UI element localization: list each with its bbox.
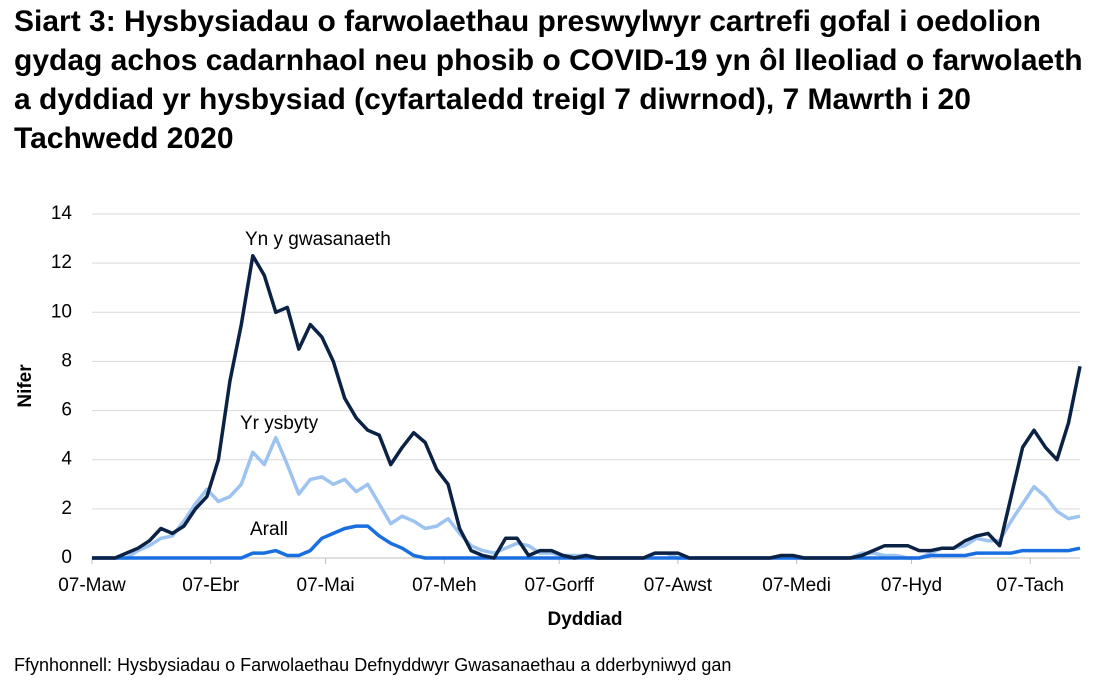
- x-tick-label: 07-Ebr: [182, 575, 240, 596]
- series-line: [92, 435, 1081, 560]
- x-tick-label: 07-Medi: [762, 575, 831, 596]
- y-tick-label: 2: [61, 498, 72, 519]
- y-tick-label: 10: [51, 301, 72, 322]
- y-tick-label: 12: [51, 252, 72, 273]
- chart-title: Siart 3: Hysbysiadau o farwolaethau pres…: [14, 5, 1083, 155]
- y-tick-label: 4: [61, 449, 72, 470]
- y-tick-label: 8: [61, 350, 72, 371]
- y-tick-label: 6: [61, 400, 72, 421]
- series-line: [92, 254, 1082, 560]
- series-label: Yn y gwasanaeth: [245, 229, 391, 250]
- x-tick-label: 07-Meh: [412, 575, 476, 596]
- y-axis-label: Nifer: [15, 364, 36, 408]
- y-tick-label: 14: [51, 203, 73, 224]
- series-label: Arall: [250, 519, 288, 540]
- x-tick-label: 07-Tach: [996, 575, 1064, 596]
- x-tick-label: 07-Awst: [644, 575, 713, 596]
- source-note: Ffynhonnell: Hysbysiadau o Farwolaethau …: [14, 655, 732, 675]
- chart: Nifer Dyddiad 0 2 4 6 8 10 12 14 07-Maw 07-Ebr 07-…: [15, 203, 1082, 630]
- x-tick-label: 07-Maw: [58, 575, 126, 596]
- x-tick-label: 07-Hyd: [881, 575, 942, 596]
- series-line: [92, 524, 1081, 560]
- x-axis-label: Dyddiad: [548, 609, 623, 630]
- x-tick-label: 07-Mai: [297, 575, 355, 596]
- x-tick-label: 07-Gorff: [525, 575, 595, 596]
- series-label: Yr ysbyty: [240, 413, 319, 434]
- y-tick-label: 0: [61, 547, 72, 568]
